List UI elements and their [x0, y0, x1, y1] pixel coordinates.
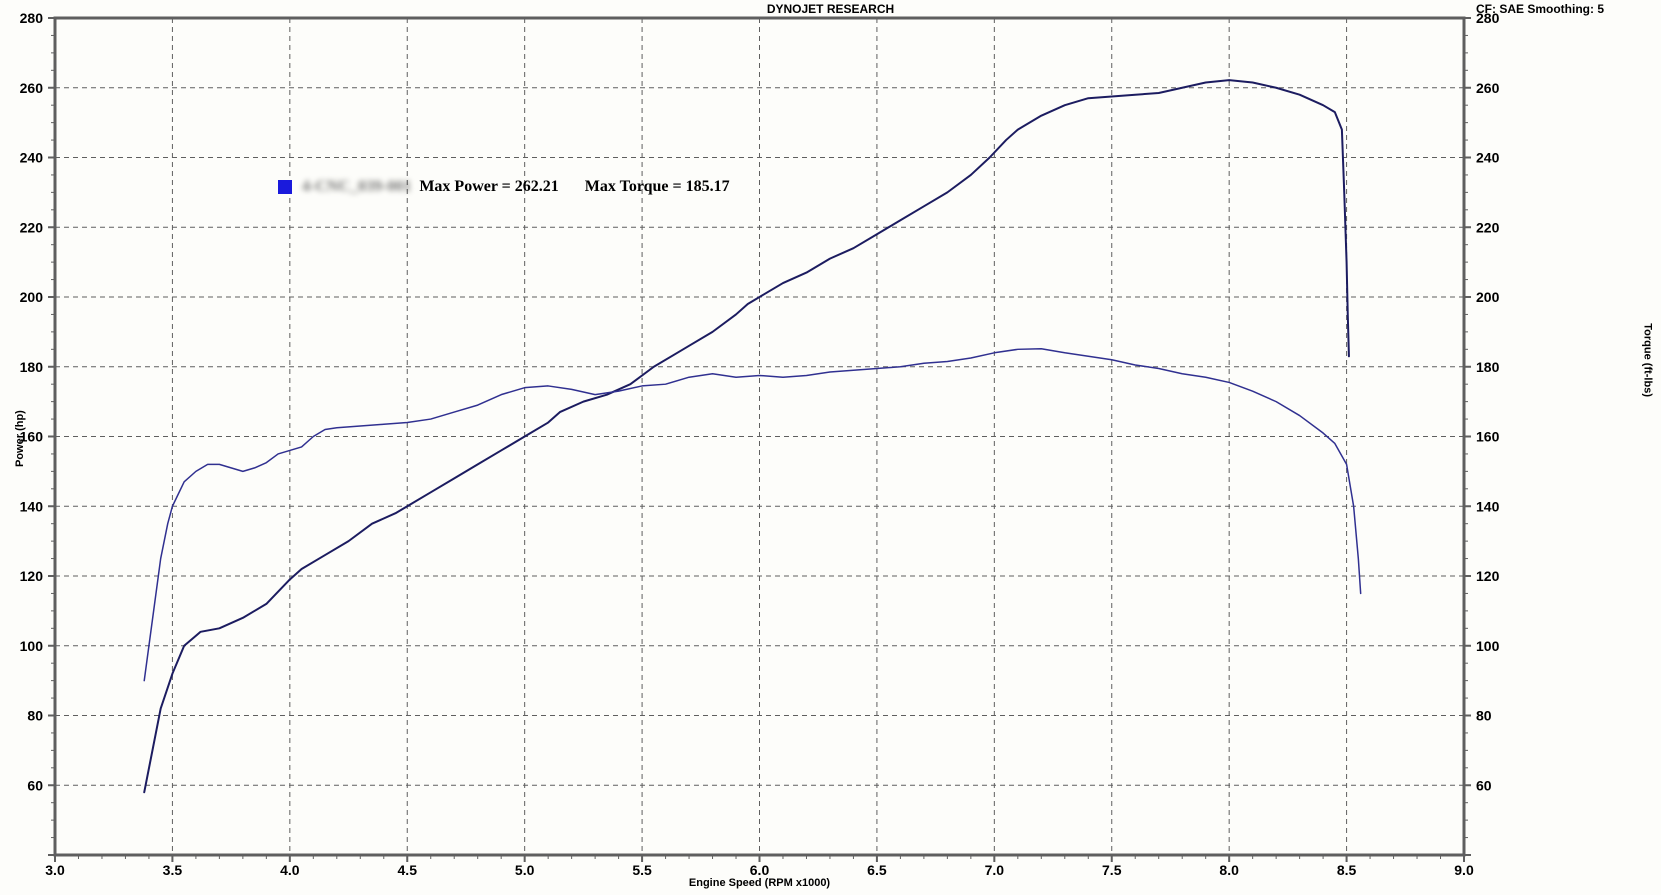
svg-text:200: 200 [1476, 289, 1500, 305]
y-left-axis-label: Power (hp) [14, 410, 26, 467]
svg-text:60: 60 [1476, 777, 1492, 793]
svg-text:4.0: 4.0 [280, 862, 300, 878]
svg-text:5.0: 5.0 [515, 862, 535, 878]
chart-plot-area: 6060808010010012012014014016016018018020… [0, 0, 1661, 895]
svg-text:80: 80 [27, 708, 43, 724]
svg-text:100: 100 [20, 638, 44, 654]
svg-text:9.0: 9.0 [1454, 862, 1474, 878]
svg-text:280: 280 [20, 10, 44, 26]
svg-text:8.5: 8.5 [1337, 862, 1357, 878]
svg-text:280: 280 [1476, 10, 1500, 26]
svg-text:260: 260 [1476, 80, 1500, 96]
svg-text:140: 140 [1476, 498, 1500, 514]
legend: 4-CNC_039-001 Max Power = 262.21 Max Tor… [278, 178, 730, 196]
svg-text:120: 120 [1476, 568, 1500, 584]
legend-max-torque: Max Torque = 185.17 [585, 178, 730, 195]
svg-text:7.5: 7.5 [1102, 862, 1122, 878]
svg-text:80: 80 [1476, 708, 1492, 724]
svg-text:4.5: 4.5 [398, 862, 418, 878]
svg-text:180: 180 [20, 359, 44, 375]
legend-swatch [278, 180, 292, 194]
svg-text:220: 220 [20, 219, 44, 235]
dyno-chart: DYNOJET RESEARCH CF: SAE Smoothing: 5 60… [0, 0, 1661, 895]
svg-text:3.0: 3.0 [45, 862, 65, 878]
svg-text:3.5: 3.5 [163, 862, 183, 878]
svg-text:6.0: 6.0 [750, 862, 770, 878]
svg-text:220: 220 [1476, 219, 1500, 235]
svg-text:180: 180 [1476, 359, 1500, 375]
svg-text:8.0: 8.0 [1219, 862, 1239, 878]
svg-text:240: 240 [20, 150, 44, 166]
svg-text:200: 200 [20, 289, 44, 305]
svg-text:60: 60 [27, 777, 43, 793]
legend-max-power: Max Power = 262.21 [419, 178, 558, 195]
x-axis-label: Engine Speed (RPM x1000) [55, 877, 1464, 889]
svg-text:7.0: 7.0 [985, 862, 1005, 878]
svg-text:140: 140 [20, 498, 44, 514]
legend-run-id: 4-CNC_039-001 [302, 178, 411, 196]
svg-text:6.5: 6.5 [867, 862, 887, 878]
svg-text:260: 260 [20, 80, 44, 96]
svg-text:120: 120 [20, 568, 44, 584]
svg-text:240: 240 [1476, 150, 1500, 166]
y-right-axis-label: Torque (ft-lbs) [1642, 323, 1654, 397]
svg-text:160: 160 [1476, 429, 1500, 445]
svg-text:5.5: 5.5 [632, 862, 652, 878]
svg-text:100: 100 [1476, 638, 1500, 654]
